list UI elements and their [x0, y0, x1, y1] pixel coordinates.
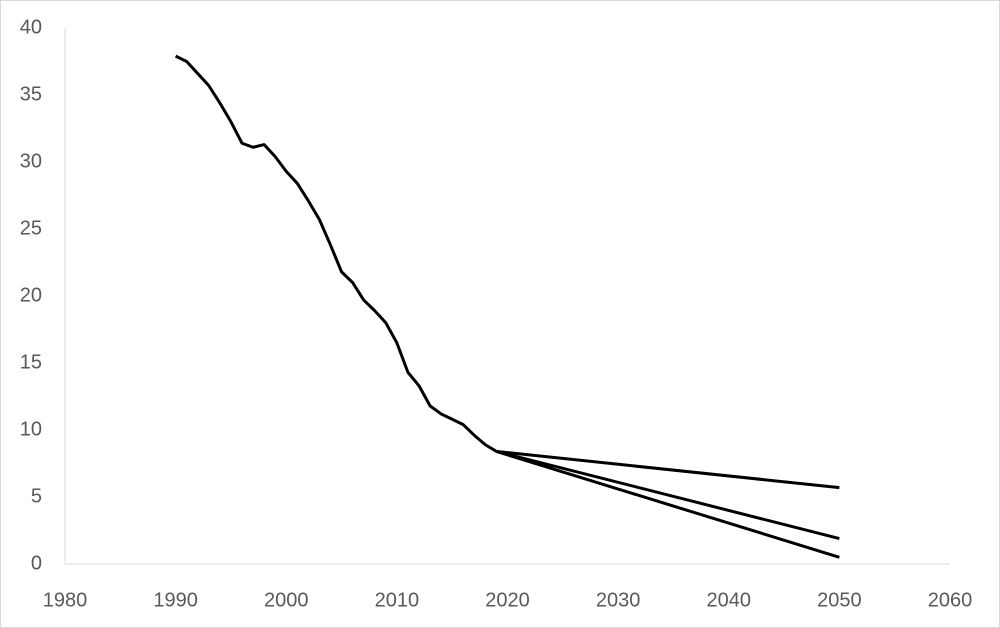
line: [496, 449, 840, 540]
x-tick-label: 2060: [928, 589, 973, 611]
x-tick-label: 2010: [375, 589, 420, 611]
x-tick-label: 2050: [817, 589, 862, 611]
x-tick-label: 2020: [485, 589, 530, 611]
y-tick-label: 15: [20, 351, 42, 373]
x-tick-label: 2000: [264, 589, 309, 611]
line: [174, 54, 498, 453]
x-tick-label: 1990: [153, 589, 198, 611]
x-tick-label: 2040: [707, 589, 752, 611]
line: [496, 449, 840, 490]
y-tick-label: 25: [20, 217, 42, 239]
y-tick-label: 30: [20, 150, 42, 172]
y-tick-label: 10: [20, 418, 42, 440]
line: [495, 450, 840, 559]
y-tick-label: 20: [20, 284, 42, 306]
y-tick-label: 5: [31, 485, 42, 507]
x-tick-label: 1980: [43, 589, 88, 611]
y-tick-label: 0: [31, 552, 42, 574]
x-tick-label: 2030: [596, 589, 641, 611]
y-tick-label: 40: [20, 16, 42, 38]
y-tick-label: 35: [20, 83, 42, 105]
